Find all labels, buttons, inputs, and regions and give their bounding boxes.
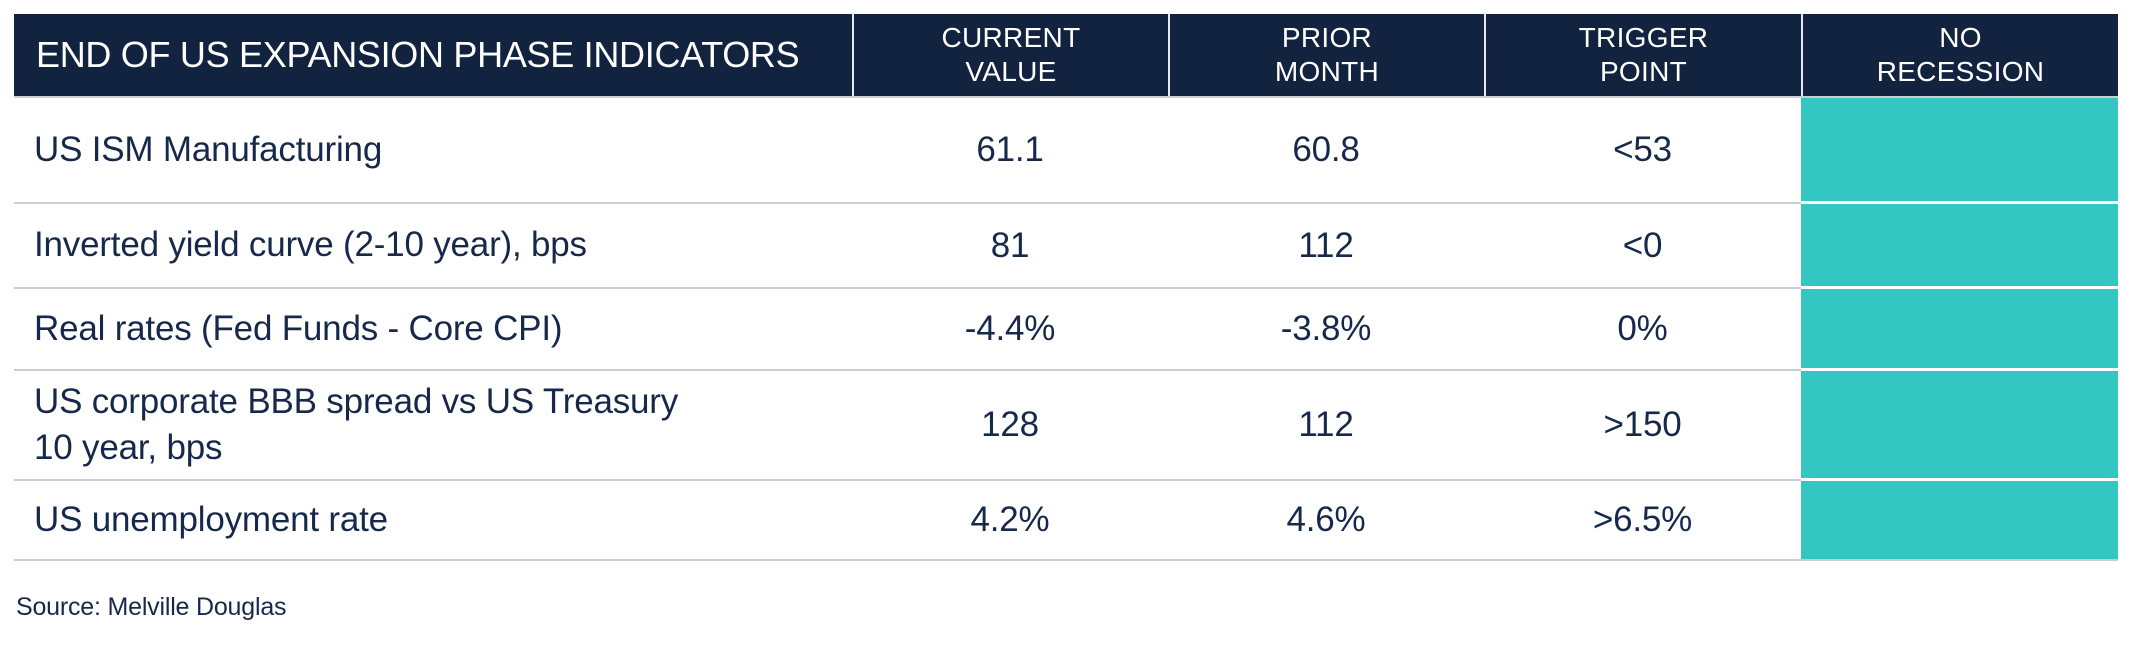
column-header-current-value: CURRENT VALUE (852, 14, 1168, 96)
current-value-cell: 81 (852, 204, 1168, 289)
no-recession-status-cell (1801, 289, 2118, 371)
table-row: US ISM Manufacturing 61.1 60.8 <53 (14, 98, 2118, 204)
no-recession-status-cell (1801, 481, 2118, 561)
no-recession-status-cell (1801, 204, 2118, 289)
column-header-trigger-point: TRIGGER POINT (1484, 14, 1801, 96)
table-title: END OF US EXPANSION PHASE INDICATORS (36, 34, 800, 76)
no-recession-status-cell (1801, 371, 2118, 481)
trigger-point-cell: 0% (1484, 289, 1801, 371)
prior-month-cell: -3.8% (1168, 289, 1484, 371)
column-header-no-recession: NO RECESSION (1801, 14, 2118, 96)
prior-month-cell: 4.6% (1168, 481, 1484, 561)
table-header-row: END OF US EXPANSION PHASE INDICATORS CUR… (14, 14, 2118, 98)
trigger-point-cell: >150 (1484, 371, 1801, 481)
current-value-cell: 128 (852, 371, 1168, 481)
table-row: US unemployment rate 4.2% 4.6% >6.5% (14, 481, 2118, 561)
indicator-label: US ISM Manufacturing (14, 98, 852, 204)
trigger-point-cell: <0 (1484, 204, 1801, 289)
trigger-point-cell: <53 (1484, 98, 1801, 204)
indicator-label: US corporate BBB spread vs US Treasury 1… (14, 371, 852, 481)
trigger-point-cell: >6.5% (1484, 481, 1801, 561)
column-header-prior-month: PRIOR MONTH (1168, 14, 1484, 96)
indicator-label: US unemployment rate (14, 481, 852, 561)
source-attribution: Source: Melville Douglas (16, 593, 287, 621)
table-row: Real rates (Fed Funds - Core CPI) -4.4% … (14, 289, 2118, 371)
table-row: Inverted yield curve (2-10 year), bps 81… (14, 204, 2118, 289)
prior-month-cell: 112 (1168, 371, 1484, 481)
table-row: US corporate BBB spread vs US Treasury 1… (14, 371, 2118, 481)
prior-month-cell: 60.8 (1168, 98, 1484, 204)
current-value-cell: -4.4% (852, 289, 1168, 371)
prior-month-cell: 112 (1168, 204, 1484, 289)
no-recession-status-cell (1801, 98, 2118, 204)
current-value-cell: 61.1 (852, 98, 1168, 204)
indicator-label: Inverted yield curve (2-10 year), bps (14, 204, 852, 289)
indicator-label: Real rates (Fed Funds - Core CPI) (14, 289, 852, 371)
current-value-cell: 4.2% (852, 481, 1168, 561)
indicators-table: END OF US EXPANSION PHASE INDICATORS CUR… (14, 14, 2118, 561)
